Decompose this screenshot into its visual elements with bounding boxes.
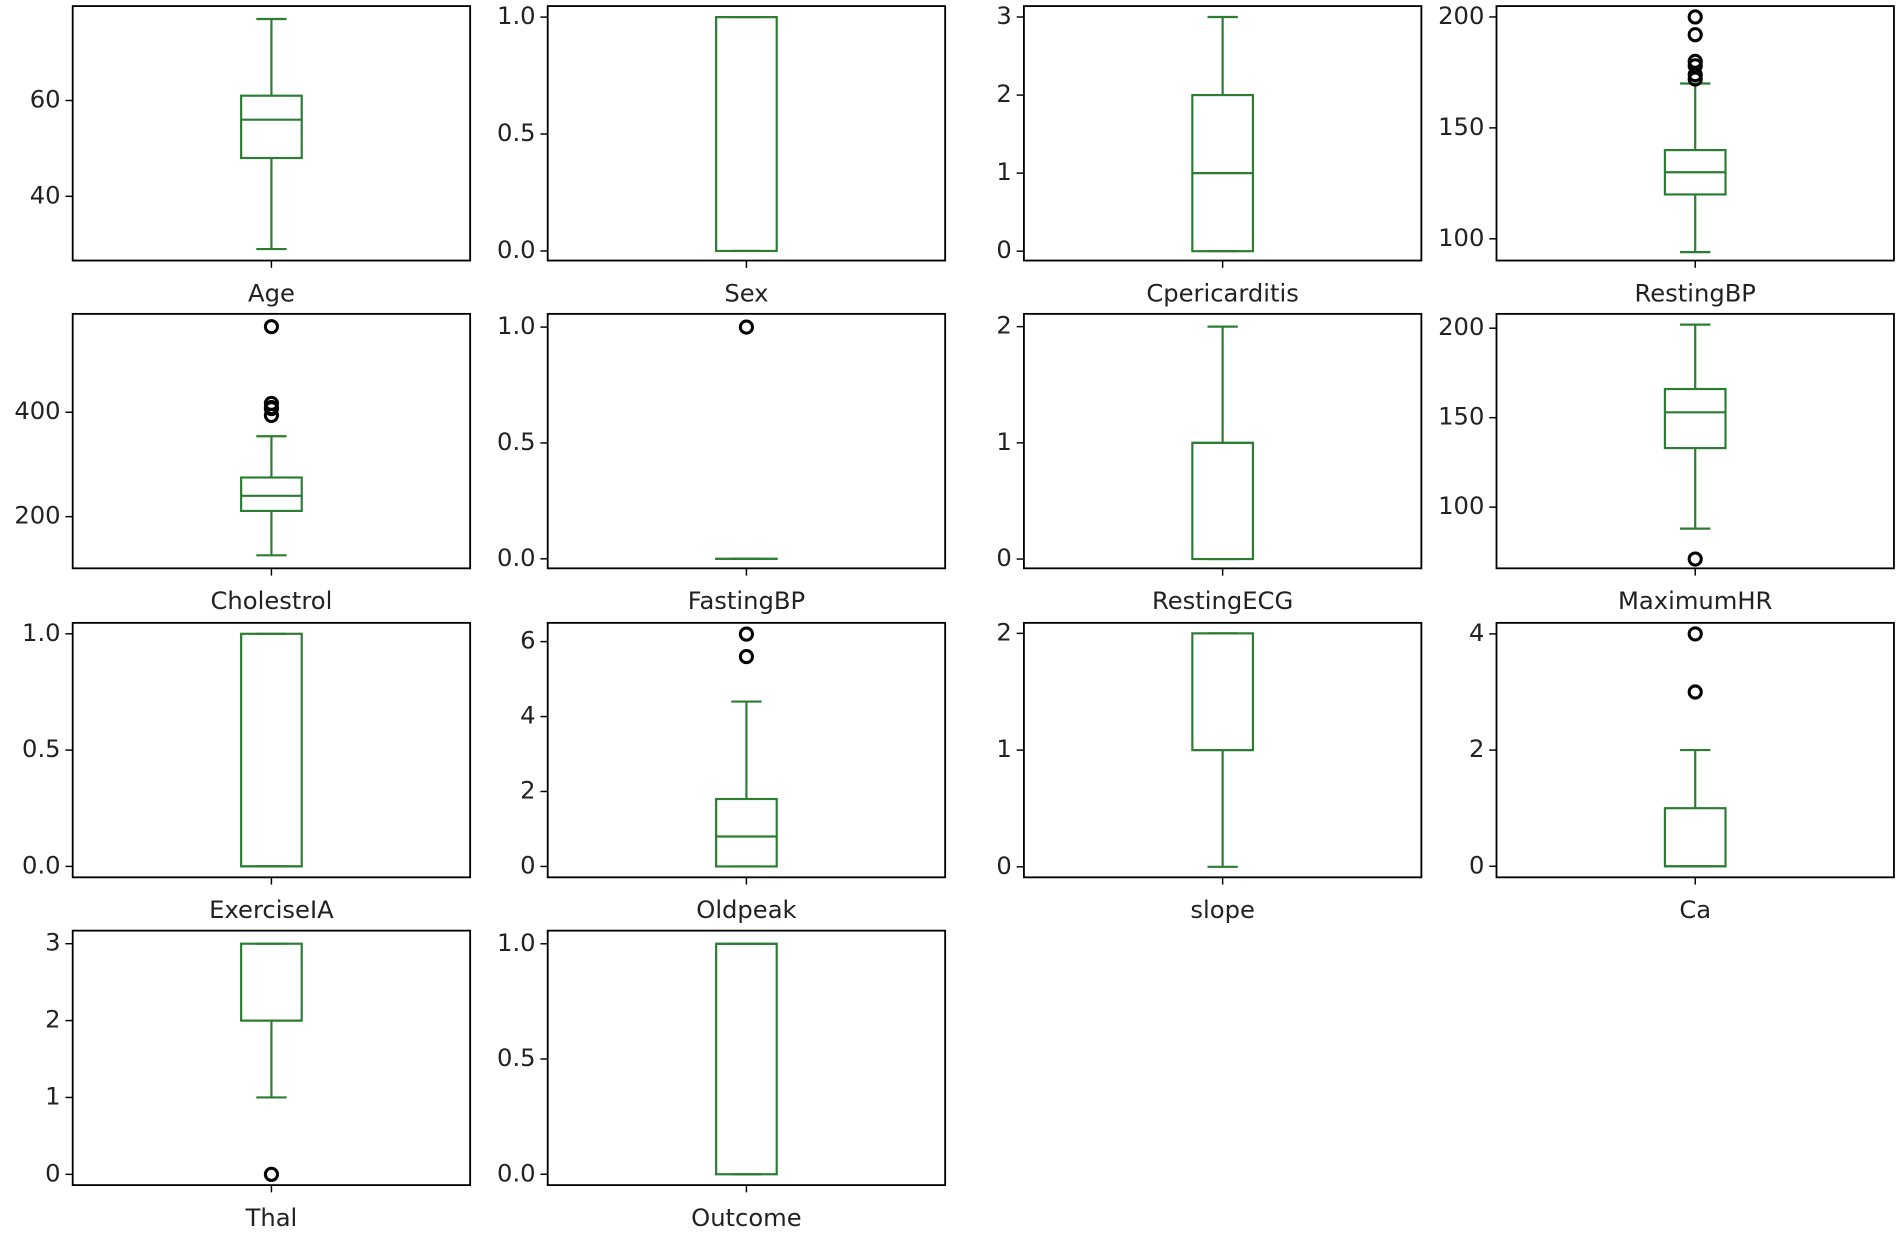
y-tick-label: 3 — [996, 2, 1011, 30]
y-tick-label: 40 — [30, 181, 61, 209]
y-tick-label: 1 — [996, 428, 1011, 456]
y-tick-label: 2 — [996, 312, 1011, 340]
y-tick-label: 3 — [45, 929, 60, 957]
flier — [1687, 27, 1703, 43]
x-tick-label: RestingBP — [1634, 279, 1755, 307]
y-tick-label: 2 — [520, 777, 535, 805]
y-tick-label: 1 — [996, 735, 1011, 763]
box — [715, 797, 778, 868]
y-tick-label: 0.0 — [22, 851, 61, 879]
box — [715, 942, 778, 1176]
axes-frame — [546, 312, 947, 570]
x-tick-label: ExerciseIA — [209, 896, 334, 924]
x-tick-label: RestingECG — [1152, 587, 1293, 615]
y-tick-label: 6 — [520, 627, 535, 655]
x-tick-label: Outcome — [691, 1204, 802, 1232]
x-tick-label: Age — [248, 279, 295, 307]
y-tick-label: 0.5 — [22, 735, 61, 763]
flier — [1687, 684, 1703, 700]
y-tick-label: 1.0 — [497, 312, 536, 340]
y-tick-label: 100 — [1438, 224, 1484, 252]
y-tick-label: 400 — [14, 397, 60, 425]
y-tick-label: 0.5 — [497, 119, 536, 147]
y-tick-label: 0.0 — [497, 544, 536, 572]
y-tick-label: 200 — [14, 502, 60, 530]
flier — [263, 319, 280, 335]
y-tick-label: 0 — [45, 1159, 60, 1187]
y-tick-label: 2 — [45, 1006, 60, 1034]
flier — [1687, 53, 1703, 69]
y-tick-label: 200 — [1438, 313, 1484, 341]
flier — [738, 319, 755, 335]
y-tick-label: 0.5 — [497, 428, 536, 456]
box — [1191, 632, 1255, 752]
y-tick-label: 60 — [30, 85, 61, 113]
y-tick-label: 0 — [996, 852, 1011, 880]
flier — [263, 395, 280, 411]
x-tick-label: Cpericarditis — [1146, 279, 1299, 307]
flier — [738, 649, 755, 665]
y-tick-label: 1.0 — [497, 2, 536, 30]
axes-frame — [71, 621, 472, 879]
flier — [738, 626, 755, 642]
y-tick-label: 0 — [996, 544, 1011, 572]
y-tick-label: 0 — [520, 851, 535, 879]
x-tick-label: FastingBP — [688, 587, 805, 615]
y-tick-label: 2 — [996, 80, 1011, 108]
y-tick-label: 0 — [1469, 851, 1484, 879]
x-tick-label: Ca — [1679, 896, 1711, 924]
x-tick-label: slope — [1190, 896, 1254, 924]
y-tick-label: 1 — [45, 1082, 60, 1110]
y-tick-label: 1.0 — [22, 619, 61, 647]
box — [240, 476, 303, 513]
x-tick-label: Oldpeak — [696, 896, 796, 924]
box — [240, 94, 303, 160]
flier — [1687, 9, 1703, 25]
y-tick-label: 150 — [1438, 403, 1484, 431]
y-tick-label: 4 — [520, 702, 535, 730]
axes-frame — [71, 929, 472, 1187]
y-tick-label: 2 — [1469, 735, 1484, 763]
y-tick-label: 200 — [1438, 2, 1484, 30]
axes-frame — [546, 929, 947, 1187]
x-tick-label: MaximumHR — [1618, 587, 1773, 615]
flier — [1687, 551, 1703, 567]
flier — [263, 1166, 280, 1182]
y-tick-label: 0.5 — [497, 1044, 536, 1072]
box — [1663, 807, 1727, 868]
x-tick-label: Sex — [724, 279, 768, 307]
y-tick-label: 100 — [1438, 492, 1484, 520]
y-tick-label: 0 — [996, 236, 1011, 264]
box — [715, 15, 778, 253]
flier — [1687, 626, 1703, 642]
x-tick-label: Thal — [245, 1204, 298, 1232]
y-tick-label: 150 — [1438, 113, 1484, 141]
box — [240, 942, 303, 1022]
box — [240, 632, 303, 868]
y-tick-label: 1.0 — [497, 929, 536, 957]
box — [1191, 441, 1255, 561]
box — [1663, 387, 1727, 450]
y-tick-label: 4 — [1469, 619, 1484, 647]
y-tick-label: 0.0 — [497, 1159, 536, 1187]
x-tick-label: Cholestrol — [211, 587, 333, 615]
y-tick-label: 2 — [996, 618, 1011, 646]
y-tick-label: 1 — [996, 158, 1011, 186]
axes-frame — [546, 5, 947, 262]
y-tick-label: 0.0 — [497, 236, 536, 264]
